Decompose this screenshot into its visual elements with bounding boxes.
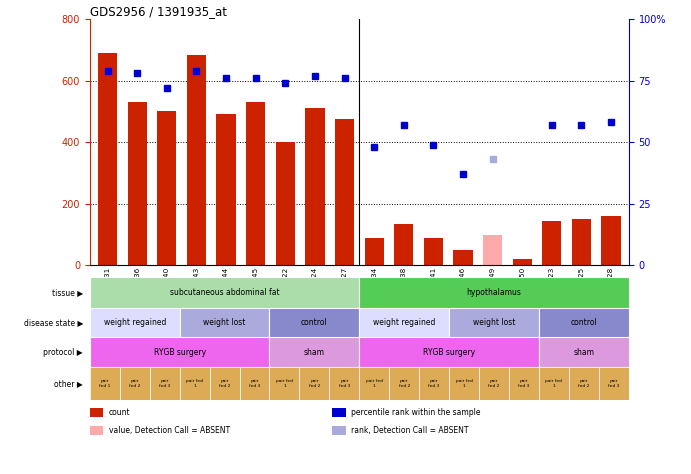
- Text: value, Detection Call = ABSENT: value, Detection Call = ABSENT: [108, 426, 230, 435]
- Text: pair
fed 3: pair fed 3: [159, 379, 171, 388]
- Text: pair
fed 3: pair fed 3: [608, 379, 620, 388]
- Bar: [90, 426, 104, 435]
- Text: protocol ▶: protocol ▶: [44, 348, 83, 356]
- Bar: [359, 308, 449, 337]
- Bar: [276, 142, 295, 265]
- Bar: [299, 367, 330, 400]
- Text: disease state ▶: disease state ▶: [23, 319, 83, 327]
- Bar: [216, 115, 236, 265]
- Bar: [150, 367, 180, 400]
- Text: pair
fed 2: pair fed 2: [129, 379, 140, 388]
- Bar: [180, 367, 209, 400]
- Bar: [569, 367, 599, 400]
- Text: GDS2956 / 1391935_at: GDS2956 / 1391935_at: [90, 5, 227, 18]
- Bar: [479, 367, 509, 400]
- Bar: [449, 308, 539, 337]
- Text: pair fed
1: pair fed 1: [276, 379, 293, 388]
- Text: pair fed
1: pair fed 1: [455, 379, 473, 388]
- Text: pair fed
1: pair fed 1: [186, 379, 203, 388]
- Bar: [424, 238, 443, 265]
- Bar: [246, 102, 265, 265]
- Text: weight regained: weight regained: [104, 319, 166, 327]
- Text: weight lost: weight lost: [203, 319, 246, 327]
- Bar: [332, 426, 346, 435]
- Bar: [571, 219, 591, 265]
- Bar: [240, 367, 269, 400]
- Bar: [599, 367, 629, 400]
- Bar: [90, 408, 104, 417]
- Bar: [330, 367, 359, 400]
- Bar: [269, 367, 299, 400]
- Bar: [305, 109, 325, 265]
- Bar: [209, 367, 240, 400]
- Bar: [90, 367, 120, 400]
- Bar: [269, 337, 359, 367]
- Bar: [542, 221, 561, 265]
- Bar: [539, 337, 629, 367]
- Text: pair
fed 3: pair fed 3: [518, 379, 530, 388]
- Bar: [483, 235, 502, 265]
- Bar: [449, 367, 479, 400]
- Text: pair
fed 2: pair fed 2: [399, 379, 410, 388]
- Text: pair
fed 3: pair fed 3: [339, 379, 350, 388]
- Bar: [90, 277, 359, 308]
- Text: RYGB surgery: RYGB surgery: [153, 348, 206, 356]
- Text: hypothalamus: hypothalamus: [466, 288, 522, 297]
- Text: other ▶: other ▶: [54, 379, 83, 388]
- Bar: [187, 55, 206, 265]
- Bar: [359, 337, 539, 367]
- Text: sham: sham: [574, 348, 594, 356]
- Text: sham: sham: [304, 348, 325, 356]
- Text: pair
fed 2: pair fed 2: [219, 379, 230, 388]
- Bar: [453, 250, 473, 265]
- Text: rank, Detection Call = ABSENT: rank, Detection Call = ABSENT: [351, 426, 468, 435]
- Text: pair
fed 3: pair fed 3: [249, 379, 261, 388]
- Bar: [157, 111, 176, 265]
- Bar: [509, 367, 539, 400]
- Text: tissue ▶: tissue ▶: [52, 288, 83, 297]
- Text: weight regained: weight regained: [373, 319, 435, 327]
- Text: pair fed
1: pair fed 1: [545, 379, 562, 388]
- Bar: [332, 408, 346, 417]
- Bar: [539, 367, 569, 400]
- Bar: [513, 259, 532, 265]
- Text: pair
fed 2: pair fed 2: [309, 379, 320, 388]
- Text: weight lost: weight lost: [473, 319, 515, 327]
- Bar: [98, 53, 117, 265]
- Bar: [419, 367, 449, 400]
- Bar: [394, 224, 413, 265]
- Text: control: control: [301, 319, 328, 327]
- Bar: [120, 367, 150, 400]
- Bar: [364, 238, 384, 265]
- Text: pair
fed 2: pair fed 2: [489, 379, 500, 388]
- Bar: [269, 308, 359, 337]
- Text: pair
fed 2: pair fed 2: [578, 379, 589, 388]
- Text: RYGB surgery: RYGB surgery: [423, 348, 475, 356]
- Text: count: count: [108, 408, 131, 417]
- Text: control: control: [571, 319, 597, 327]
- Bar: [335, 119, 354, 265]
- Text: pair
fed 1: pair fed 1: [99, 379, 111, 388]
- Bar: [90, 308, 180, 337]
- Bar: [359, 277, 629, 308]
- Text: percentile rank within the sample: percentile rank within the sample: [351, 408, 481, 417]
- Bar: [180, 308, 269, 337]
- Text: subcutaneous abdominal fat: subcutaneous abdominal fat: [170, 288, 279, 297]
- Bar: [539, 308, 629, 337]
- Text: pair
fed 3: pair fed 3: [428, 379, 440, 388]
- Bar: [389, 367, 419, 400]
- Bar: [601, 216, 621, 265]
- Bar: [128, 102, 146, 265]
- Bar: [90, 337, 269, 367]
- Text: pair fed
1: pair fed 1: [366, 379, 383, 388]
- Bar: [359, 367, 389, 400]
